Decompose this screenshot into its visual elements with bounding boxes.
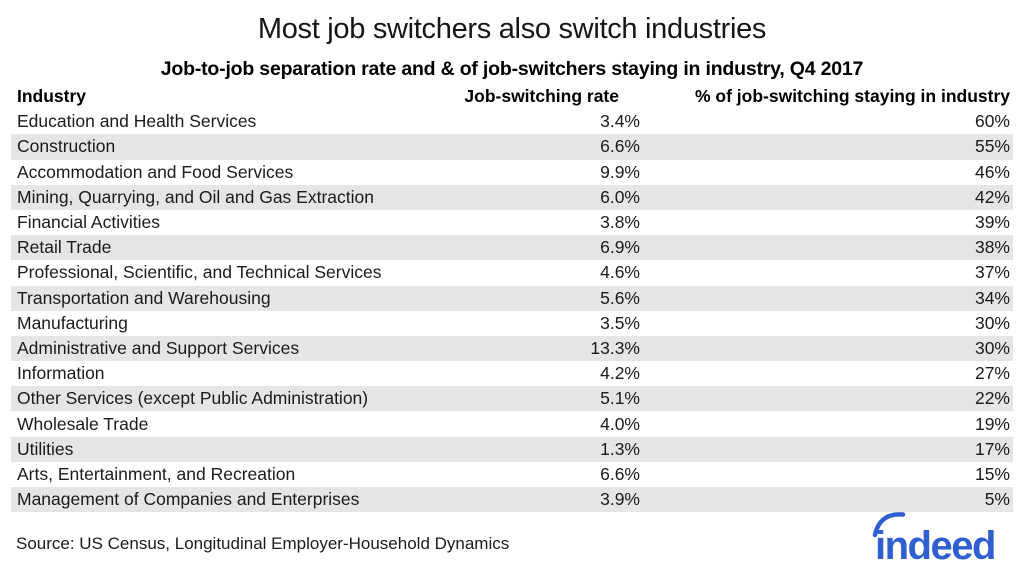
- industry-cell: Accommodation and Food Services: [17, 161, 294, 182]
- industry-cell: Other Services (except Public Administra…: [17, 388, 369, 409]
- industry-cell: Management of Companies and Enterprises: [17, 489, 360, 510]
- table-row: Mining, Quarrying, and Oil and Gas Extra…: [11, 184, 1013, 210]
- source-note: Source: US Census, Longitudinal Employer…: [16, 534, 510, 553]
- industry-cell: Arts, Entertainment, and Recreation: [17, 463, 296, 484]
- table-row: Other Services (except Public Administra…: [11, 386, 1013, 412]
- table-row: Construction 6.6% 55%: [11, 134, 1013, 160]
- column-header-rate: Job-switching rate: [464, 86, 619, 107]
- rate-cell: 13.3%: [590, 337, 640, 358]
- industry-cell: Retail Trade: [17, 237, 112, 258]
- table-row: Utilities 1.3% 17%: [11, 436, 1013, 462]
- industry-cell: Professional, Scientific, and Technical …: [17, 262, 382, 283]
- staying-cell: 15%: [974, 463, 1010, 484]
- staying-cell: 55%: [974, 136, 1010, 157]
- table-row: Education and Health Services 3.4% 60%: [11, 109, 1013, 134]
- staying-cell: 46%: [974, 161, 1010, 182]
- table-row: Manufacturing 3.5% 30%: [11, 311, 1013, 336]
- table-row: Professional, Scientific, and Technical …: [11, 260, 1013, 285]
- staying-cell: 17%: [974, 438, 1010, 459]
- table-header-row: Industry Job-switching rate % of job-swi…: [11, 84, 1013, 109]
- staying-cell: 37%: [974, 262, 1010, 283]
- table-row: Information 4.2% 27%: [11, 361, 1013, 386]
- staying-cell: 5%: [984, 489, 1010, 510]
- staying-cell: 19%: [974, 413, 1010, 434]
- industry-cell: Financial Activities: [17, 212, 160, 233]
- logo-wordmark: indeed: [875, 524, 995, 566]
- rate-cell: 4.6%: [600, 262, 640, 283]
- rate-cell: 6.6%: [600, 136, 640, 157]
- rate-cell: 9.9%: [600, 161, 640, 182]
- industry-cell: Construction: [17, 136, 116, 157]
- rate-cell: 3.8%: [600, 212, 640, 233]
- indeed-logo: indeed: [872, 512, 996, 566]
- industry-cell: Information: [17, 363, 105, 384]
- table-row: Accommodation and Food Services 9.9% 46%: [11, 160, 1013, 185]
- rate-cell: 6.0%: [600, 186, 640, 207]
- industry-cell: Administrative and Support Services: [17, 337, 300, 358]
- rate-cell: 4.2%: [600, 363, 640, 384]
- column-header-industry: Industry: [17, 86, 87, 107]
- table-row: Management of Companies and Enterprises …: [11, 487, 1013, 513]
- staying-cell: 39%: [974, 212, 1010, 233]
- column-header-staying: % of job-switching staying in industry: [694, 86, 1010, 107]
- industry-cell: Wholesale Trade: [17, 413, 149, 434]
- industry-cell: Transportation and Warehousing: [17, 287, 271, 308]
- staying-cell: 60%: [974, 111, 1010, 132]
- table-row: Transportation and Warehousing 5.6% 34%: [11, 285, 1013, 311]
- rate-cell: 5.6%: [600, 287, 640, 308]
- staying-cell: 38%: [974, 237, 1010, 258]
- rate-cell: 6.6%: [600, 463, 640, 484]
- industry-cell: Mining, Quarrying, and Oil and Gas Extra…: [17, 186, 374, 207]
- rate-cell: 3.9%: [600, 489, 640, 510]
- table-row: Wholesale Trade 4.0% 19%: [11, 411, 1013, 436]
- industry-table: Industry Job-switching rate % of job-swi…: [11, 84, 1013, 513]
- table-row: Administrative and Support Services 13.3…: [11, 335, 1013, 362]
- rate-cell: 1.3%: [600, 438, 640, 459]
- rate-cell: 3.4%: [600, 111, 640, 132]
- industry-cell: Manufacturing: [17, 312, 128, 333]
- rate-cell: 4.0%: [600, 413, 640, 434]
- table-row: Retail Trade 6.9% 38%: [11, 235, 1013, 261]
- table-body: Education and Health Services 3.4% 60% C…: [11, 109, 1013, 513]
- table-row: Financial Activities 3.8% 39%: [11, 210, 1013, 235]
- chart-subtitle: Job-to-job separation rate and & of job-…: [160, 58, 864, 80]
- staying-cell: 30%: [974, 337, 1010, 358]
- staying-cell: 27%: [974, 363, 1010, 384]
- staying-cell: 42%: [974, 186, 1010, 207]
- staying-cell: 22%: [974, 388, 1010, 409]
- rate-cell: 5.1%: [600, 388, 640, 409]
- rate-cell: 6.9%: [600, 237, 640, 258]
- industry-cell: Utilities: [17, 438, 74, 459]
- staying-cell: 34%: [974, 287, 1010, 308]
- rate-cell: 3.5%: [600, 312, 640, 333]
- table-row: Arts, Entertainment, and Recreation 6.6%…: [11, 462, 1013, 487]
- logo-arc-icon: [872, 512, 906, 538]
- staying-cell: 30%: [974, 312, 1010, 333]
- chart-title: Most job switchers also switch industrie…: [257, 13, 767, 45]
- industry-cell: Education and Health Services: [17, 111, 257, 132]
